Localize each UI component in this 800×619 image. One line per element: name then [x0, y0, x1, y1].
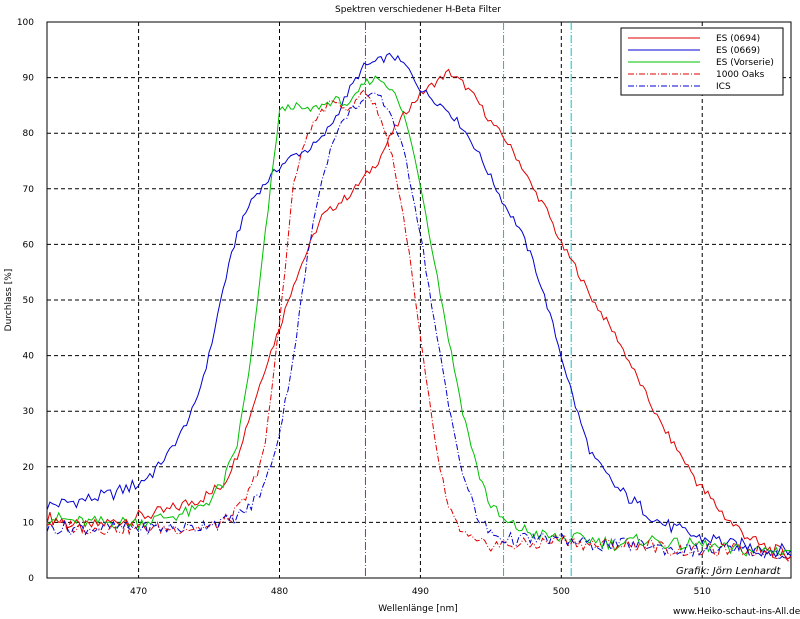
x-tick-label-470: 470 — [130, 587, 147, 597]
y-tick-label-70: 70 — [23, 185, 35, 195]
series-line-0 — [46, 68, 792, 560]
y-tick-label-30: 30 — [23, 407, 35, 417]
x-tick-label-490: 490 — [412, 587, 429, 597]
y-tick-labels: 0 10 20 30 40 50 60 70 80 90 100 — [17, 18, 34, 584]
x-tick-label-480: 480 — [271, 587, 288, 597]
legend-label-3: 1000 Oaks — [716, 70, 765, 80]
y-tick-label-0: 0 — [28, 574, 34, 584]
legend-items: ES (0694) ES (0669) ES (Vorserie) 1000 Oaks… — [628, 34, 774, 92]
legend: ES (0694) ES (0669) ES (Vorserie) 1000 Oaks… — [620, 27, 784, 96]
y-tick-label-40: 40 — [23, 352, 35, 362]
y-tick-label-100: 100 — [17, 18, 34, 28]
y-tick-label-90: 90 — [23, 74, 35, 84]
x-tick-label-510: 510 — [694, 587, 711, 597]
series-line-1 — [46, 52, 792, 558]
y-tick-label-80: 80 — [23, 129, 35, 139]
legend-label-2: ES (Vorserie) — [716, 58, 774, 68]
chart-title: Spektren verschiedener H-Beta Filter — [335, 5, 501, 15]
x-tick-label-500: 500 — [553, 587, 570, 597]
legend-label-0: ES (0694) — [716, 34, 760, 44]
legend-label-1: ES (0669) — [716, 46, 760, 56]
series-line-3 — [46, 89, 792, 562]
y-tick-label-50: 50 — [23, 296, 35, 306]
credit-label: Grafik: Jörn Lenhardt — [676, 566, 781, 577]
website-label: www.Heiko-schaut-ins-All.de — [673, 607, 800, 617]
series-line-4 — [46, 92, 792, 561]
x-tick-labels: 470 480 490 500 510 — [130, 587, 711, 597]
series-group — [46, 52, 792, 562]
y-tick-label-10: 10 — [23, 518, 35, 528]
x-axis-label: Wellenlänge [nm] — [378, 604, 457, 614]
y-tick-label-20: 20 — [23, 463, 35, 473]
y-tick-label-60: 60 — [23, 240, 35, 250]
reference-lines — [364, 22, 572, 578]
y-axis-label: Durchlass [%] — [4, 269, 14, 332]
legend-label-4: ICS — [716, 82, 731, 92]
